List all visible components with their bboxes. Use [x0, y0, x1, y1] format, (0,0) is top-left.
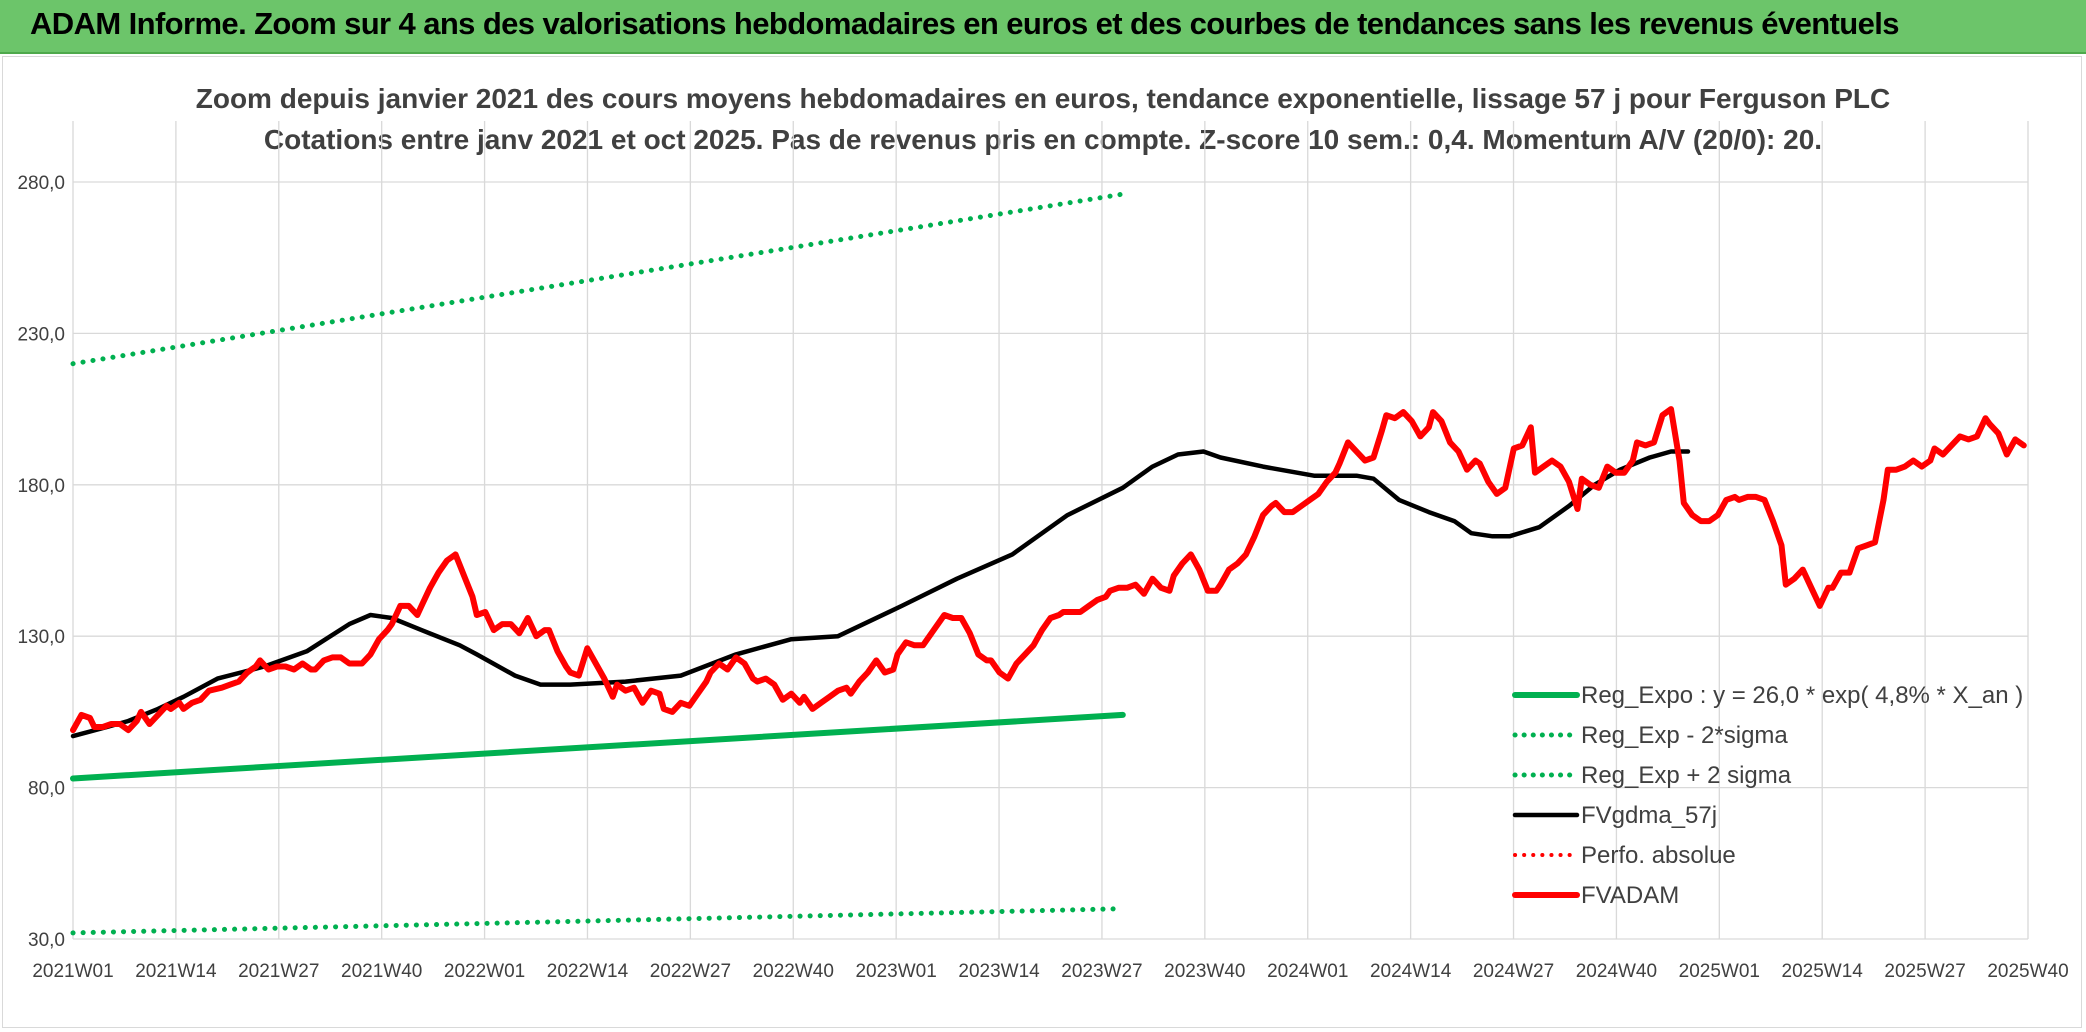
- y-tick-label: 280,0: [17, 173, 65, 194]
- y-tick-label: 230,0: [17, 324, 65, 345]
- x-tick-label: 2021W14: [135, 961, 217, 982]
- x-tick-label: 2021W27: [238, 961, 319, 982]
- x-tick-label: 2025W14: [1782, 961, 1864, 982]
- y-tick-label: 30,0: [28, 930, 65, 951]
- x-tick-label: 2021W01: [32, 961, 113, 982]
- x-tick-label: 2025W01: [1679, 961, 1760, 982]
- x-tick-label: 2021W40: [341, 961, 422, 982]
- x-tick-label: 2023W14: [958, 961, 1040, 982]
- x-tick-label: 2025W27: [1884, 961, 1965, 982]
- x-tick-label: 2022W27: [650, 961, 731, 982]
- x-tick-label: 2024W14: [1370, 961, 1452, 982]
- series-line-1: [70, 906, 1126, 936]
- chart-subtitle: Cotations entre janv 2021 et oct 2025. P…: [264, 124, 1822, 155]
- chart-title: Zoom depuis janvier 2021 des cours moyen…: [196, 83, 1891, 114]
- x-tick-label: 2022W40: [753, 961, 834, 982]
- line-chart: Zoom depuis janvier 2021 des cours moyen…: [17, 83, 2068, 982]
- report-banner: ADAM Informe. Zoom sur 4 ans des valoris…: [0, 0, 2086, 54]
- legend-label: FVADAM: [1581, 882, 1679, 909]
- series-line-2: [70, 191, 1126, 367]
- series-line-3: [70, 449, 1691, 739]
- series-line-5: [70, 406, 2027, 734]
- y-tick-label: 80,0: [28, 779, 65, 800]
- chart-area: Zoom depuis janvier 2021 des cours moyen…: [2, 56, 2082, 1028]
- legend-label: Perfo. absolue: [1581, 842, 1736, 869]
- y-tick-label: 180,0: [17, 476, 65, 497]
- x-tick-label: 2023W40: [1164, 961, 1245, 982]
- x-tick-label: 2023W27: [1061, 961, 1142, 982]
- series-line-0: [70, 711, 1126, 782]
- x-tick-label: 2023W01: [855, 961, 936, 982]
- legend-label: Reg_Exp - 2*sigma: [1581, 722, 1788, 749]
- x-axis: 2021W01 2021W14 2021W27 2021W40 2022W01 2022W…: [32, 961, 2068, 982]
- chart-grid: [72, 121, 2029, 940]
- series-layer: [70, 191, 2027, 936]
- x-tick-label: 2022W14: [547, 961, 629, 982]
- x-tick-label: 2024W27: [1473, 961, 1554, 982]
- x-tick-label: 2022W01: [444, 961, 525, 982]
- x-tick-label: 2024W40: [1576, 961, 1657, 982]
- x-tick-label: 2025W40: [1987, 961, 2068, 982]
- x-tick-label: 2024W01: [1267, 961, 1348, 982]
- chart-legend: Reg_Expo : y = 26,0 * exp( 4,8% * X_an )…: [1512, 682, 2023, 909]
- y-axis: 280,0 230,0 180,0 130,0 80,0 30,0: [17, 173, 65, 951]
- report-title: ADAM Informe. Zoom sur 4 ans des valoris…: [30, 6, 1900, 41]
- y-tick-label: 130,0: [17, 627, 65, 648]
- legend-label: FVgdma_57j: [1581, 802, 1717, 829]
- legend-label: Reg_Exp + 2 sigma: [1581, 762, 1792, 789]
- legend-label: Reg_Expo : y = 26,0 * exp( 4,8% * X_an ): [1581, 682, 2023, 709]
